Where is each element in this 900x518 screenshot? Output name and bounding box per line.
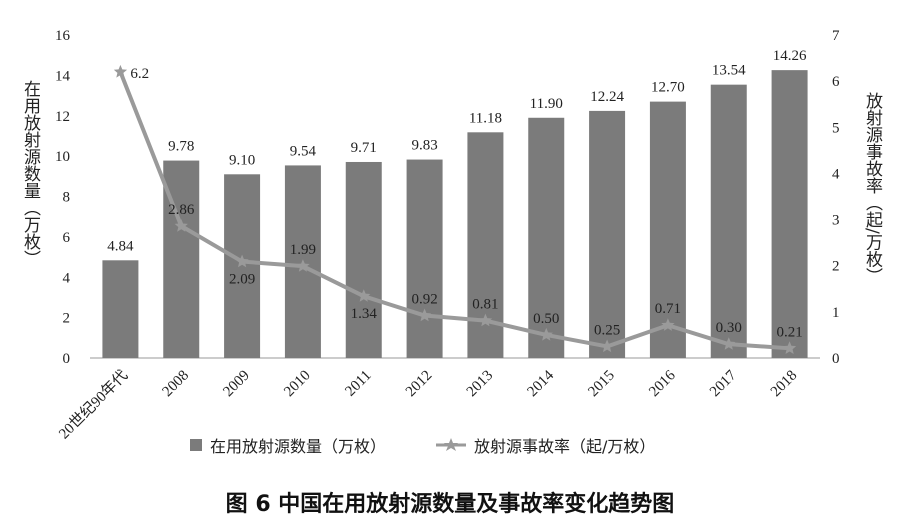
bar-value-label: 4.84 — [107, 238, 134, 254]
line-point — [357, 289, 371, 302]
left-tick-label: 6 — [63, 230, 71, 246]
line-point — [722, 337, 736, 350]
figure-caption: 图 6 中国在用放射源数量及事故率变化趋势图 — [225, 492, 675, 517]
bar-value-label: 14.26 — [773, 48, 807, 64]
line-value-label: 1.34 — [351, 306, 378, 322]
right-axis-title: 放射源事故率（起/万枚） — [862, 92, 883, 285]
right-tick-label: 6 — [832, 74, 840, 90]
line-point — [235, 254, 249, 268]
line-point — [539, 327, 553, 341]
bar — [224, 174, 261, 358]
x-tick-label: 2016 — [646, 367, 679, 400]
right-tick-label: 3 — [832, 213, 840, 229]
bar — [102, 260, 139, 358]
legend-bar-swatch — [190, 439, 202, 451]
bar — [345, 161, 382, 358]
line-series — [113, 64, 797, 354]
x-tick-label: 2013 — [464, 368, 497, 401]
x-axis-ticks: 20世纪90年代 2008 2009 2010 2011 2012 2013 2014 2015… — [56, 367, 801, 443]
bar — [710, 84, 747, 358]
line-point — [478, 313, 493, 327]
legend-bar-label: 在用放射源数量（万枚） — [210, 437, 387, 456]
left-tick-label: 0 — [63, 351, 71, 367]
line-value-label: 0.50 — [533, 311, 559, 327]
bar-value-label: 11.18 — [469, 110, 502, 126]
line-point — [113, 64, 128, 78]
x-tick-label: 2011 — [342, 368, 374, 400]
x-tick-label: 2017 — [707, 367, 740, 400]
left-tick-label: 12 — [55, 109, 70, 125]
x-tick-label: 2008 — [160, 368, 193, 401]
bar — [589, 110, 626, 358]
left-axis-title: 在用放射源数量（万枚） — [20, 80, 41, 267]
line-value-label: 0.21 — [776, 324, 802, 340]
left-tick-label: 10 — [55, 149, 70, 165]
legend-line-label: 放射源事故率（起/万枚） — [474, 437, 656, 456]
line-value-label: 2.86 — [168, 202, 195, 218]
x-tick-label: 2012 — [403, 368, 436, 401]
x-tick-label: 2010 — [281, 368, 314, 401]
line-value-label: 0.30 — [716, 320, 742, 336]
bar-value-label: 9.71 — [351, 140, 377, 156]
bar-value-label: 12.24 — [590, 89, 624, 105]
right-tick-label: 5 — [832, 120, 840, 136]
x-tick-label: 2014 — [525, 367, 558, 400]
line-point — [600, 339, 614, 353]
left-tick-label: 4 — [63, 270, 71, 286]
x-tick-label: 2018 — [768, 368, 801, 401]
bar — [771, 70, 808, 358]
line-point — [661, 318, 675, 331]
right-tick-label: 7 — [832, 28, 840, 44]
left-tick-label: 14 — [55, 68, 71, 84]
right-tick-label: 0 — [832, 351, 840, 367]
bar-data-labels: 4.84 9.78 9.10 9.54 9.71 9.83 11.18 11.90 12.24 1… — [107, 48, 807, 254]
legend-line-swatch — [436, 438, 467, 451]
line-point — [782, 341, 797, 354]
line-value-label: 0.25 — [594, 322, 620, 338]
line-value-label: 6.2 — [130, 66, 149, 82]
line-path — [118, 71, 790, 351]
bar — [649, 101, 686, 359]
right-axis-ticks: 0 1 2 3 4 5 6 7 — [832, 28, 840, 367]
left-axis-ticks: 0 2 4 6 8 10 12 14 16 — [55, 28, 71, 367]
x-tick-label: 20世纪90年代 — [56, 367, 132, 443]
right-tick-label: 4 — [832, 166, 840, 182]
bar-value-label: 9.54 — [290, 143, 317, 159]
left-tick-label: 2 — [63, 311, 71, 327]
bar-value-label: 11.90 — [530, 96, 563, 112]
bar — [528, 117, 565, 358]
line-point — [296, 259, 310, 272]
line-value-label: 0.71 — [655, 301, 681, 317]
bar-value-label: 13.54 — [712, 63, 746, 79]
bar-series — [102, 70, 808, 359]
legend: 在用放射源数量（万枚） 放射源事故率（起/万枚） — [190, 433, 703, 457]
legend-item-line: 放射源事故率（起/万枚） — [434, 433, 655, 457]
left-tick-label: 8 — [63, 190, 71, 206]
left-tick-label: 16 — [55, 28, 71, 44]
line-value-label: 0.92 — [411, 292, 437, 308]
line-value-label: 2.09 — [229, 272, 255, 288]
x-tick-label: 2015 — [585, 368, 618, 401]
bar — [406, 159, 443, 358]
right-tick-label: 2 — [832, 259, 840, 275]
right-tick-label: 1 — [832, 305, 840, 321]
line-point — [174, 219, 188, 232]
x-tick-label: 2009 — [220, 368, 253, 401]
bar-value-label: 9.10 — [229, 152, 255, 168]
line-data-labels: 6.2 2.86 2.09 1.99 1.34 0.92 0.81 0.50 0.25 0.71 0… — [130, 66, 802, 340]
line-point — [417, 308, 432, 322]
bar-value-label: 12.70 — [651, 80, 685, 96]
bar-value-label: 9.78 — [168, 139, 194, 155]
line-value-label: 0.81 — [472, 297, 498, 313]
legend-item-bar: 在用放射源数量（万枚） — [190, 433, 386, 457]
line-value-label: 1.99 — [290, 242, 316, 258]
bar-value-label: 9.83 — [411, 138, 437, 154]
